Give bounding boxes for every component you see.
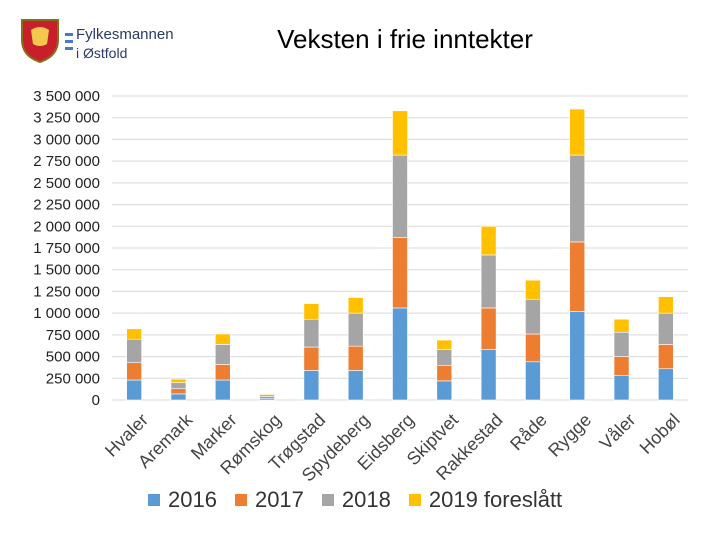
x-tick-label: Hobøl <box>636 410 684 458</box>
bar-segment <box>613 318 630 333</box>
bar-segment <box>569 241 586 312</box>
bar-segment <box>613 375 630 401</box>
bar-segment <box>525 298 541 335</box>
legend-item-2018: 2018 <box>321 487 391 513</box>
chart-title: Veksten i frie inntekter <box>277 24 533 54</box>
bar-segment <box>126 328 142 340</box>
bar-segment <box>347 312 364 347</box>
bar-segment <box>436 364 453 382</box>
bar-segment <box>392 154 408 238</box>
bar-segment <box>259 393 275 396</box>
bar-segment <box>303 303 320 320</box>
bar-segment <box>525 361 541 401</box>
y-tick-label: 2 750 000 <box>33 153 100 170</box>
legend-swatch-2019 <box>408 494 421 506</box>
legend-swatch-2017 <box>234 494 247 506</box>
bar-segment <box>170 388 187 395</box>
bar-segment <box>569 154 586 243</box>
legend-item-2017: 2017 <box>234 487 304 513</box>
bar-segment <box>126 338 142 363</box>
bar-segment <box>347 297 364 314</box>
bar-segment <box>214 344 231 365</box>
bar-segment <box>436 349 453 366</box>
legend: 2016 2017 2018 2019 foreslått <box>148 487 562 513</box>
bar-segment <box>525 279 541 300</box>
bar-segment <box>480 349 497 401</box>
bar-segment <box>658 296 674 314</box>
brand-logo <box>18 14 198 64</box>
bar-segment <box>569 108 586 156</box>
y-tick-label: 2 000 000 <box>33 218 100 235</box>
y-tick-label: 1 000 000 <box>33 305 100 322</box>
y-tick-label: 500 000 <box>46 349 100 366</box>
bar-segment <box>480 225 497 256</box>
legend-label-2019: 2019 foreslått <box>428 487 563 512</box>
y-tick-label: 250 000 <box>46 370 100 387</box>
bar-segment <box>436 380 453 401</box>
bar-segment <box>480 307 497 350</box>
legend-item-2016: 2016 <box>148 487 217 513</box>
bar-segment <box>525 333 541 363</box>
bar-segment <box>347 370 364 401</box>
bar-segment <box>170 393 187 401</box>
bar-segment <box>170 382 187 390</box>
legend-swatch-2016 <box>148 494 160 506</box>
legend-item-2019: 2019 foreslått <box>408 487 563 513</box>
y-tick-label: 750 000 <box>46 327 100 344</box>
bar-segment <box>392 110 408 156</box>
coat-of-arms-icon <box>21 19 73 64</box>
bar-segment <box>613 356 630 376</box>
bar-segment <box>170 378 187 383</box>
y-tick-label: 1 750 000 <box>33 240 100 257</box>
x-tick-label: Rygge <box>544 410 595 461</box>
bar-segment <box>436 339 453 350</box>
y-tick-label: 3 500 000 <box>33 88 100 105</box>
x-tick-label: Våler <box>596 410 640 454</box>
bar-segment <box>347 345 364 371</box>
bar-segment <box>214 364 231 381</box>
y-tick-label: 3 250 000 <box>33 110 100 127</box>
bar-segment <box>126 379 142 401</box>
bar-segment <box>658 312 674 345</box>
bar-segment <box>392 237 408 309</box>
bar-segment <box>569 311 586 401</box>
y-tick-label: 2 250 000 <box>33 197 100 214</box>
y-tick-label: 1 500 000 <box>33 262 100 279</box>
bar-segment <box>303 318 320 348</box>
bar-segment <box>303 346 320 371</box>
legend-swatch-2018 <box>321 494 334 506</box>
bar-segment <box>613 331 630 357</box>
bar-segment <box>480 254 497 309</box>
legend-label-2017: 2017 <box>254 487 304 512</box>
legend-label-2016: 2016 <box>168 487 217 512</box>
bar-segment <box>658 368 674 401</box>
y-tick-label: 2 500 000 <box>33 175 100 192</box>
bar-segment <box>126 362 142 381</box>
bar-segment <box>214 333 231 345</box>
bar-segment <box>303 370 320 401</box>
y-tick-label: 0 <box>92 392 100 409</box>
legend-label-2018: 2018 <box>341 487 391 512</box>
y-tick-label: 1 250 000 <box>33 283 100 300</box>
bar-segment <box>658 344 674 370</box>
bar-segment <box>392 307 408 401</box>
brand-subtitle: i Østfold <box>76 45 128 61</box>
y-tick-label: 3 000 000 <box>33 131 100 148</box>
bar-segment <box>214 379 231 401</box>
brand-name: Fylkesmannen <box>76 26 174 43</box>
